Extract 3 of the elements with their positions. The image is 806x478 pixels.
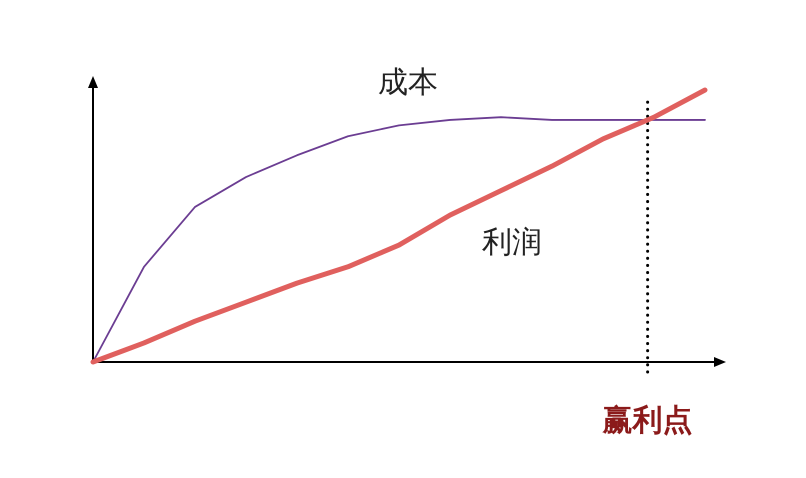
series-label: 利润 xyxy=(482,225,542,260)
text: 赢利点 xyxy=(602,403,693,438)
series-label: 成本 xyxy=(378,65,438,100)
